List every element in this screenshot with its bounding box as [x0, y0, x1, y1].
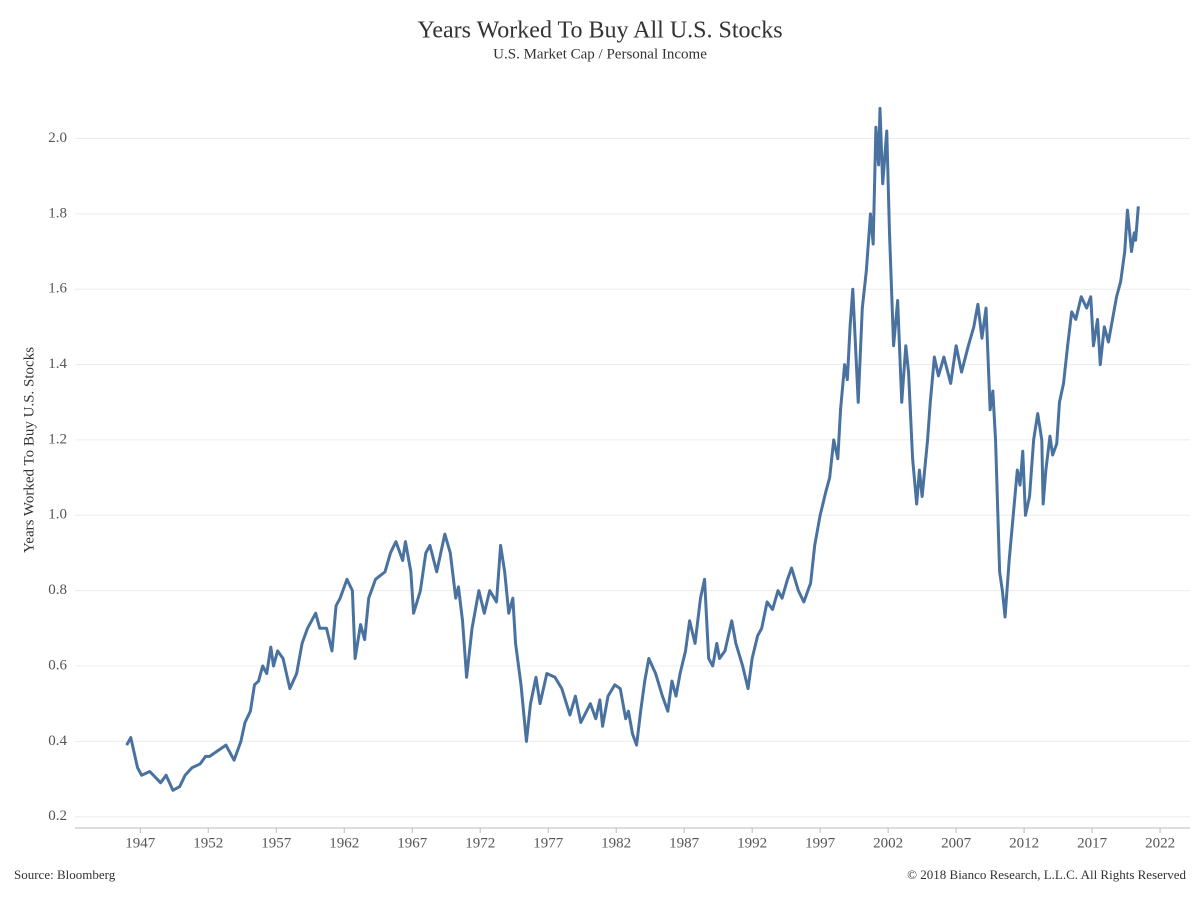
y-tick-label: 1.2 — [48, 431, 67, 447]
x-tick-label: 2007 — [941, 835, 972, 851]
x-tick-label: 1967 — [397, 835, 428, 851]
chart-title: Years Worked To Buy All U.S. Stocks — [417, 18, 782, 44]
x-tick-label: 1962 — [329, 835, 359, 851]
y-tick-label: 1.4 — [48, 356, 67, 372]
x-tick-label: 2017 — [1077, 835, 1108, 851]
x-tick-label: 2022 — [1145, 835, 1175, 851]
x-tick-label: 1952 — [193, 835, 223, 851]
x-tick-label: 1987 — [669, 835, 700, 851]
x-tick-label: 2002 — [873, 835, 903, 851]
data-line — [125, 106, 1140, 792]
copyright-note: © 2018 Bianco Research, L.L.C. All Right… — [907, 867, 1186, 882]
y-tick-label: 0.4 — [48, 733, 67, 749]
x-tick-label: 2012 — [1009, 835, 1039, 851]
x-tick-label: 1977 — [533, 835, 564, 851]
x-tick-label: 1957 — [261, 835, 292, 851]
y-axis-label: Years Worked To Buy U.S. Stocks — [21, 347, 37, 553]
y-tick-label: 0.2 — [48, 808, 67, 824]
y-tick-label: 1.0 — [48, 507, 67, 523]
y-tick-label: 0.8 — [48, 582, 67, 598]
x-tick-label: 1997 — [805, 835, 836, 851]
x-tick-label: 1982 — [601, 835, 631, 851]
source-note: Source: Bloomberg — [14, 867, 116, 882]
chart-subtitle: U.S. Market Cap / Personal Income — [493, 46, 707, 62]
x-tick-label: 1947 — [125, 835, 156, 851]
x-tick-label: 1992 — [737, 835, 767, 851]
y-tick-label: 0.6 — [48, 657, 67, 673]
y-tick-label: 2.0 — [48, 130, 67, 146]
x-tick-label: 1972 — [465, 835, 495, 851]
y-tick-label: 1.6 — [48, 281, 67, 297]
y-tick-label: 1.8 — [48, 205, 67, 221]
